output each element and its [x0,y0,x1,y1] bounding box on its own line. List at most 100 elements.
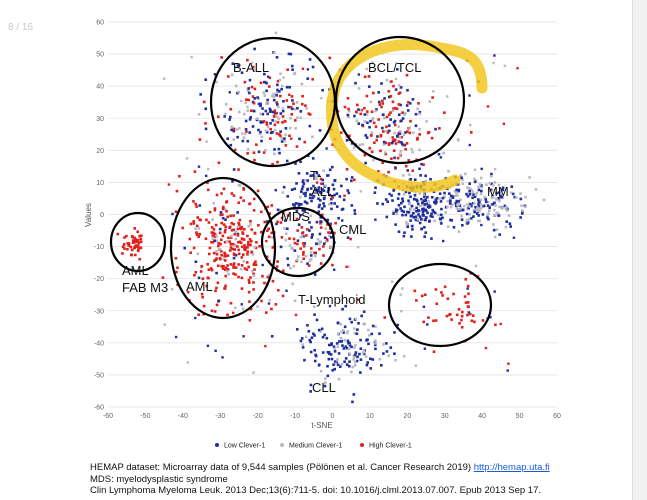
point-medium [270,94,274,98]
point-high [131,239,135,242]
point-medium [446,199,450,203]
point-low [350,176,354,179]
point-high [207,268,211,272]
point-low [393,331,396,334]
point-low [466,287,469,290]
point-medium [346,330,350,333]
point-low [423,203,427,206]
point-low [318,199,322,202]
point-low [333,360,337,363]
point-medium [197,112,201,116]
point-high [400,135,404,139]
point-low [344,345,348,349]
legend-marker-high [360,443,364,447]
point-high [450,318,453,321]
y-tick-label: 20 [96,148,104,155]
point-low [422,199,426,202]
point-low [259,130,262,134]
point-medium [378,357,382,361]
point-low [328,304,332,308]
point-high [234,148,237,152]
point-low [390,141,394,145]
point-low [221,356,224,359]
point-low [357,122,361,125]
point-low [418,215,422,219]
point-medium [264,129,268,133]
point-low [297,204,301,207]
point-low [493,54,496,57]
point-medium [289,116,292,120]
point-medium [357,87,361,90]
point-low [389,346,393,349]
point-high [295,145,299,148]
point-high [240,256,244,259]
point-medium [438,197,442,200]
point-low [323,242,326,245]
point-high [208,252,211,256]
point-low [497,196,500,200]
point-high [494,323,497,327]
point-low [389,118,393,121]
point-high [136,230,140,234]
point-high [246,58,249,62]
point-low [305,172,309,175]
point-high [265,123,269,126]
point-low [174,335,178,339]
point-high [186,290,190,294]
point-low [317,364,321,367]
point-medium [163,323,166,326]
point-low [309,350,313,354]
point-low [467,311,471,314]
point-high [201,295,204,299]
point-medium [488,189,492,193]
point-high [224,228,227,232]
point-high [133,236,137,240]
point-high [226,75,230,78]
point-high [220,264,223,268]
point-medium [408,126,411,129]
point-high [240,227,243,231]
point-high [331,263,334,267]
point-high [299,247,302,250]
point-low [416,202,420,206]
point-high [282,269,285,273]
point-high [286,68,289,72]
point-high [213,208,217,212]
point-low [401,197,404,201]
point-low [291,68,294,71]
point-high [131,241,135,245]
point-high [279,134,282,138]
point-low [424,209,428,213]
point-low [340,184,343,188]
point-high [232,266,235,269]
point-low [497,191,501,194]
point-high [213,207,217,210]
point-low [477,188,481,192]
point-high [246,250,250,254]
point-low [275,93,278,97]
point-low [332,363,335,366]
x-tick-label: -50 [140,413,150,420]
point-low [228,118,231,121]
point-high [237,201,241,205]
point-low [308,338,312,342]
point-low [303,242,307,245]
hemap-link[interactable]: http://hemap.uta.fi [473,462,550,473]
point-low [213,239,217,243]
point-medium [479,176,483,180]
point-low [438,217,442,220]
point-low [423,347,427,350]
point-high [263,220,267,224]
point-low [422,214,425,217]
point-low [306,323,309,327]
point-medium [274,120,278,123]
point-low [359,338,362,342]
point-medium [304,254,308,258]
point-low [455,188,458,192]
legend-label-high: High Clever-1 [369,443,412,450]
point-low [260,139,263,143]
point-low [299,160,302,164]
point-high [252,101,256,105]
point-medium [521,209,524,212]
point-low [306,179,309,182]
